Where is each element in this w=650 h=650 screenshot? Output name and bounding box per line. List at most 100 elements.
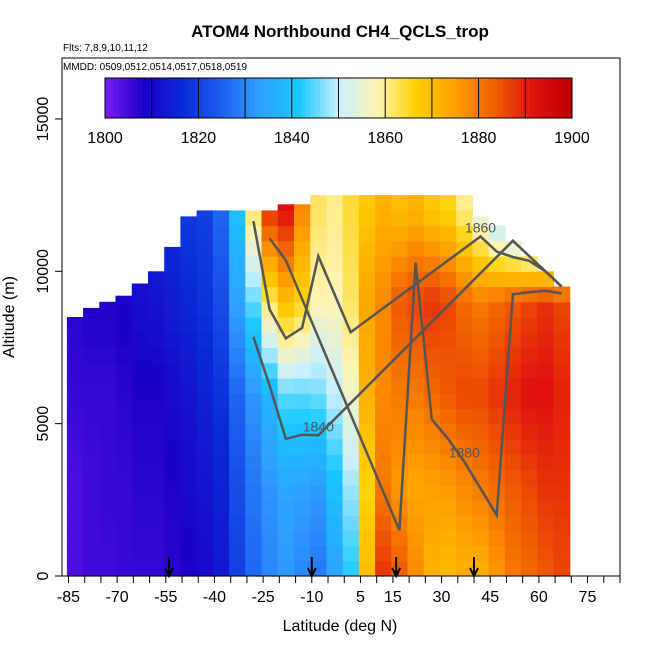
colorbar-segment <box>520 78 526 118</box>
heatmap-cell <box>375 408 392 425</box>
colorbar-segment <box>417 78 424 118</box>
heatmap-cell <box>472 216 490 227</box>
colorbar-segment <box>137 78 143 118</box>
heatmap-cell <box>375 393 392 409</box>
colorbar-segment <box>422 78 428 118</box>
y-tick-label: 5000 <box>35 406 52 442</box>
heatmap-cell <box>504 515 522 531</box>
colorbar-segment <box>268 78 274 118</box>
heatmap-cell <box>407 347 425 364</box>
heatmap-cell <box>326 347 344 364</box>
heatmap-cell <box>342 484 360 501</box>
heatmap-cell <box>456 530 473 547</box>
colorbar-segment <box>529 78 536 118</box>
heatmap-cells <box>66 195 571 577</box>
heatmap-cell <box>423 560 441 577</box>
heatmap-cell <box>212 545 230 562</box>
heatmap-cell <box>521 271 538 288</box>
heatmap-cell <box>131 393 149 409</box>
heatmap-cell <box>521 499 538 516</box>
colorbar-segment <box>151 78 157 118</box>
heatmap-cell <box>66 438 84 455</box>
heatmap-cell <box>261 423 279 440</box>
colorbar-segment <box>324 78 330 118</box>
heatmap-cell <box>245 545 263 562</box>
heatmap-cell <box>294 454 311 470</box>
heatmap-cell <box>164 530 181 547</box>
heatmap-cell <box>407 362 425 379</box>
flights-subtitle: Flts: 7,8,9,10,11,12 <box>63 43 148 54</box>
colorbar-segment <box>427 78 433 118</box>
heatmap-cell <box>407 469 425 486</box>
heatmap-cell <box>310 347 327 364</box>
heatmap-cell <box>439 545 457 562</box>
heatmap-cell <box>326 438 344 455</box>
heatmap-cell <box>148 377 165 394</box>
colorbar-segment <box>347 78 354 118</box>
heatmap-cell <box>245 515 263 531</box>
colorbar-segment <box>287 78 293 118</box>
heatmap-cell <box>326 317 344 333</box>
heatmap-cell <box>342 560 360 577</box>
heatmap-cell <box>180 408 198 425</box>
heatmap-cell <box>439 469 457 486</box>
heatmap-cell <box>245 286 263 303</box>
heatmap-cell <box>521 423 538 440</box>
colorbar-segment <box>128 78 134 118</box>
heatmap-cell <box>229 469 246 486</box>
heatmap-cell <box>99 377 117 394</box>
heatmap-cell <box>180 560 198 577</box>
colorbar-tick-label: 1820 <box>181 130 217 147</box>
colorbar-segment <box>445 78 452 118</box>
heatmap-cell <box>261 225 279 242</box>
colorbar-segment <box>296 78 302 118</box>
colorbar-segment <box>501 78 508 118</box>
heatmap-cell <box>472 317 490 333</box>
heatmap-cell <box>261 515 279 531</box>
heatmap-cell <box>326 515 344 531</box>
colorbar-segment <box>431 78 438 118</box>
heatmap-cell <box>148 423 165 440</box>
heatmap-cell <box>277 240 295 257</box>
heatmap-cell <box>456 423 473 440</box>
heatmap-cell <box>83 454 100 470</box>
heatmap-cell <box>196 393 214 409</box>
heatmap-cell <box>99 362 117 379</box>
heatmap-cell <box>245 256 263 272</box>
heatmap-cell <box>456 469 473 486</box>
heatmap-cell <box>439 347 457 364</box>
heatmap-cell <box>164 438 181 455</box>
heatmap-cell <box>131 438 149 455</box>
heatmap-cell <box>180 216 198 227</box>
heatmap-cell <box>148 301 165 318</box>
heatmap-cell <box>423 286 441 303</box>
heatmap-cell <box>310 530 327 547</box>
heatmap-cell <box>553 454 571 470</box>
heatmap-cell <box>553 317 571 333</box>
colorbar-segment <box>263 78 269 118</box>
heatmap-cell <box>553 332 571 348</box>
heatmap-cell <box>277 499 295 516</box>
heatmap-cell <box>310 225 327 242</box>
heatmap-cell <box>66 408 84 425</box>
heatmap-cell <box>537 438 555 455</box>
heatmap-cell <box>115 317 133 333</box>
heatmap-cell <box>245 423 263 440</box>
heatmap-cell <box>391 393 409 409</box>
colorbar-segment <box>459 78 466 118</box>
heatmap-cell <box>375 225 392 242</box>
heatmap-cell <box>342 438 360 455</box>
heatmap-cell <box>326 240 344 257</box>
heatmap-cell <box>212 210 230 227</box>
heatmap-cell <box>423 317 441 333</box>
y-axis: 0 5000 10000 15000 <box>35 97 62 580</box>
heatmap-cell <box>488 347 506 364</box>
heatmap-cell <box>164 317 181 333</box>
heatmap-cell <box>66 499 84 516</box>
heatmap-cell <box>423 530 441 547</box>
heatmap-cell <box>99 347 117 364</box>
colorbar-segment <box>254 78 260 118</box>
heatmap-cell <box>212 454 230 470</box>
heatmap-cell <box>164 408 181 425</box>
heatmap-cell <box>423 515 441 531</box>
